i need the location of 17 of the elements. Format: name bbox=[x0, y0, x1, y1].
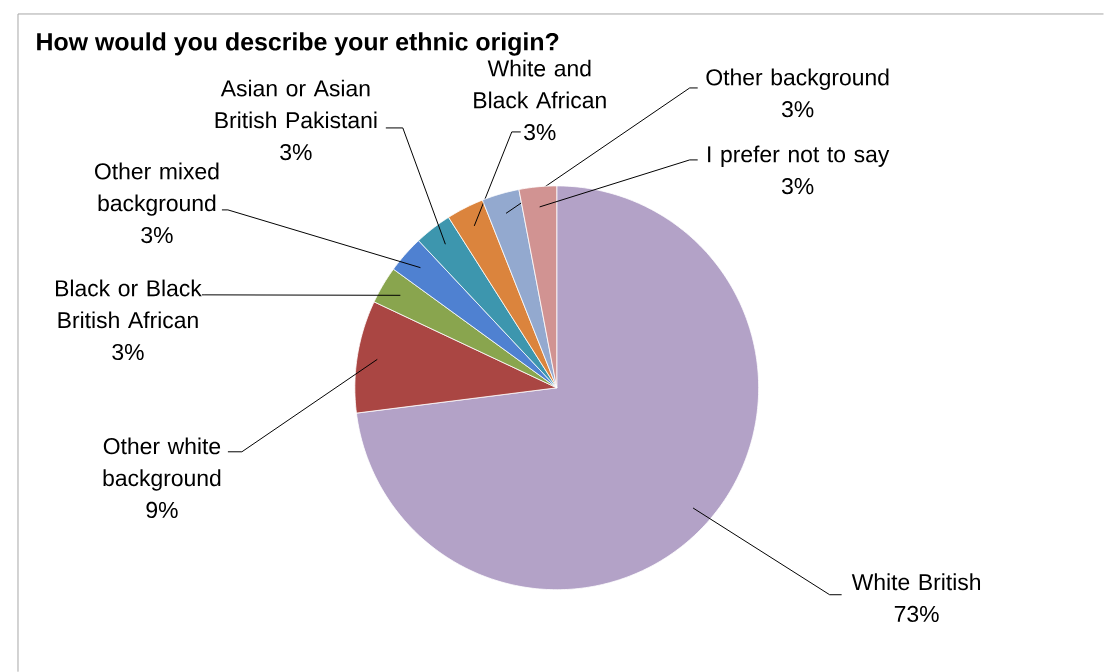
slice-label: White and Black African bbox=[474, 59, 606, 109]
slice-label: Asian or Asian British Pakistani bbox=[215, 79, 377, 129]
data-label: 3% bbox=[781, 100, 814, 118]
slice-label: Other white background bbox=[103, 437, 221, 491]
data-label: 3% bbox=[524, 123, 556, 141]
data-label: 3% bbox=[112, 343, 144, 361]
data-label: 3% bbox=[781, 177, 814, 195]
data-label: 73% bbox=[894, 605, 939, 622]
data-label: 9% bbox=[146, 501, 178, 518]
data-label: 3% bbox=[280, 143, 312, 161]
slice-label: White British bbox=[851, 573, 981, 591]
slice-label: I prefer not to say bbox=[708, 145, 890, 167]
data-label: 3% bbox=[141, 226, 173, 244]
chart-title: How would you describe your ethnic origin? bbox=[37, 32, 559, 56]
slice-label: Other background bbox=[706, 68, 889, 90]
slice-label: Other mixed background bbox=[95, 162, 219, 216]
slice-label: Black or Black British African bbox=[56, 279, 202, 329]
